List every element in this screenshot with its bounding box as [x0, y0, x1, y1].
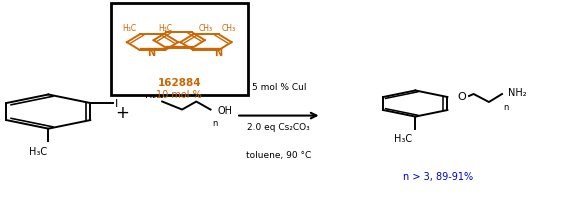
- Text: +: +: [116, 103, 129, 121]
- Text: toluene, 90 °C: toluene, 90 °C: [246, 150, 311, 159]
- Text: OH: OH: [217, 105, 232, 115]
- Text: NH₂: NH₂: [508, 88, 526, 97]
- Text: n > 3, 89-91%: n > 3, 89-91%: [403, 171, 473, 181]
- Text: N: N: [215, 48, 222, 58]
- Text: CH₃: CH₃: [199, 24, 213, 33]
- Text: n: n: [503, 102, 509, 111]
- FancyBboxPatch shape: [111, 4, 248, 96]
- Text: I: I: [116, 99, 118, 108]
- Text: CH₃: CH₃: [222, 24, 236, 33]
- Text: H₃C: H₃C: [158, 24, 172, 33]
- Text: O: O: [458, 92, 467, 101]
- Text: 5 mol % CuI: 5 mol % CuI: [251, 83, 306, 92]
- Text: H₂N: H₂N: [145, 90, 164, 100]
- Text: N: N: [147, 48, 155, 58]
- Text: H₃C: H₃C: [394, 133, 412, 143]
- Text: H₃C: H₃C: [123, 24, 137, 33]
- Text: n: n: [212, 118, 217, 127]
- Text: 162884: 162884: [158, 78, 201, 88]
- Text: 2.0 eq Cs₂CO₃: 2.0 eq Cs₂CO₃: [248, 122, 310, 131]
- Text: 10 mol %: 10 mol %: [156, 90, 202, 100]
- Text: H₃C: H₃C: [29, 146, 47, 156]
